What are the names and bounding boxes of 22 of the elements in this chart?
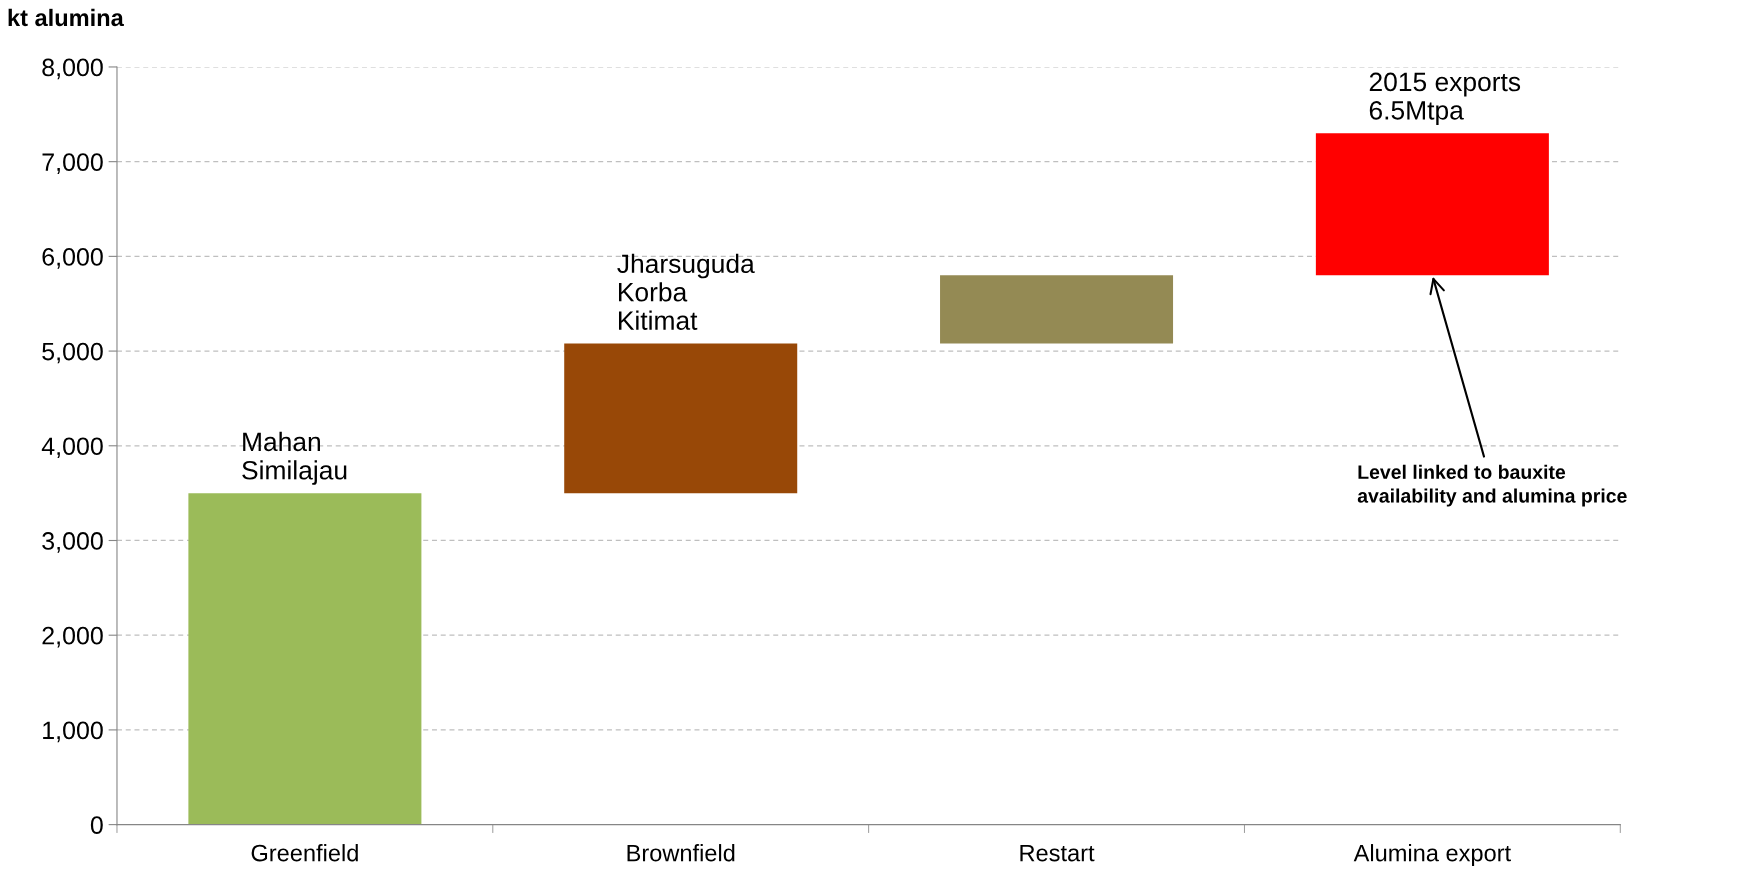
y-tick-label: 0 [90, 816, 103, 834]
y-tick-label: 7,000 [42, 153, 103, 174]
bar [564, 343, 798, 494]
y-tick-label: 4,000 [41, 437, 103, 459]
y-tick-label: 5,000 [42, 342, 103, 364]
x-tick-label: Alumina export [1353, 844, 1511, 867]
y-tick-label: 6,000 [42, 247, 103, 269]
y-tick-label: 2,000 [42, 626, 103, 648]
y-tick-label: 8,000 [42, 58, 103, 80]
y-tick-label: 3,000 [42, 532, 103, 553]
y-axis-title: kt alumina [8, 8, 124, 27]
annotation: Jharsuguda Korba Kitimat [617, 253, 755, 330]
annotation: Mahan Similajau [242, 431, 347, 485]
y-tick-label: 1,000 [43, 721, 103, 743]
bar [940, 275, 1174, 344]
bar [188, 493, 422, 825]
x-tick-label: Restart [1020, 844, 1095, 862]
x-tick-label: Greenfield [251, 844, 358, 862]
x-tick-label: Brownfield [627, 844, 735, 862]
annotation: 2015 exports 6.5Mtpa [1369, 72, 1521, 125]
annotation: Level linked to bauxite availability and alumina price [1357, 464, 1627, 507]
bar [1315, 133, 1549, 276]
